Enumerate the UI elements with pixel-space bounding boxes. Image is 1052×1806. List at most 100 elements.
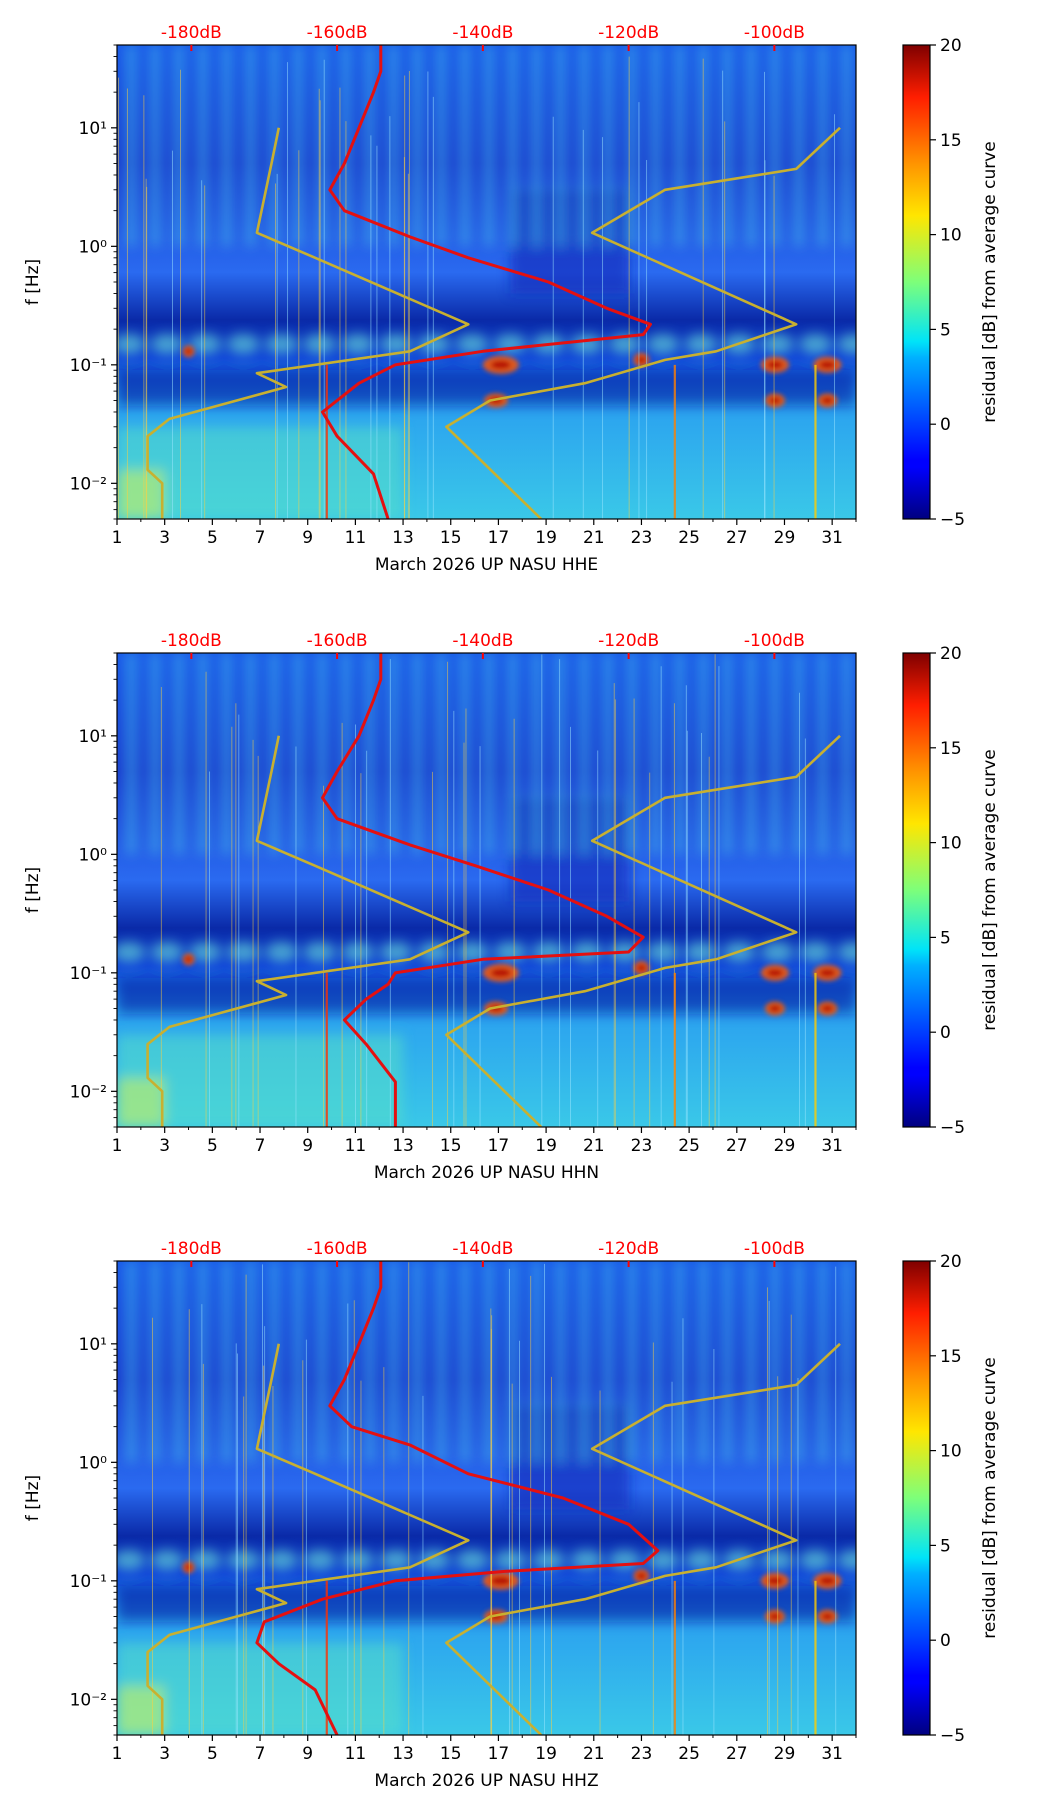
- daily-streak: [388, 653, 399, 855]
- daily-streak: [436, 45, 447, 247]
- daily-streak: [460, 653, 471, 855]
- x-tick-label: 1: [112, 1136, 123, 1156]
- microseism-blob: [117, 941, 145, 962]
- colorbar-tick-label: −5: [940, 510, 965, 530]
- db-tick-label: -100dB: [744, 23, 805, 43]
- db-tick-label: -140dB: [452, 631, 513, 651]
- daily-streak: [674, 653, 685, 855]
- daily-streak: [841, 653, 852, 855]
- daily-streak: [603, 1261, 614, 1463]
- storm-event-core: [637, 964, 646, 972]
- daily-streak: [674, 1261, 685, 1463]
- series-line: [445, 1342, 841, 1735]
- daily-streak: [364, 45, 375, 247]
- storm-event-core: [821, 1005, 833, 1012]
- microseism-blob: [570, 941, 603, 962]
- daily-streak: [793, 653, 804, 855]
- y-tick-label: 10⁻¹: [70, 356, 107, 376]
- transient-lines: [118, 56, 836, 519]
- microseism-blob: [685, 333, 718, 354]
- daily-streak: [317, 45, 328, 247]
- y-tick-label: 10⁻¹: [70, 1572, 107, 1592]
- db-tick-label: -140dB: [452, 1239, 513, 1259]
- daily-streak: [197, 1261, 208, 1463]
- storm-event-core: [769, 397, 781, 404]
- daily-streak: [531, 653, 542, 855]
- y-tick-label: 10⁻²: [70, 474, 107, 494]
- microseism-blob: [456, 333, 489, 354]
- colorbar-label: residual [dB] from average curve: [980, 1357, 1000, 1638]
- daily-streak: [579, 1261, 590, 1463]
- y-tick-label: 10⁰: [79, 845, 108, 865]
- microseism-blob: [570, 333, 603, 354]
- storm-event-core: [490, 360, 511, 369]
- daily-streak: [364, 653, 375, 855]
- daily-streak: [197, 653, 208, 855]
- colorbar: [902, 44, 931, 520]
- x-tick-label: 19: [535, 1744, 557, 1764]
- microseism-blob: [379, 1549, 412, 1570]
- x-tick-label: 9: [302, 528, 313, 548]
- colorbar-tick-label: 0: [940, 415, 951, 435]
- daily-streak: [150, 1261, 161, 1463]
- daily-streak: [388, 45, 399, 247]
- daily-streak: [722, 1261, 733, 1463]
- x-tick-label: 21: [583, 528, 605, 548]
- y-tick-label: 10⁻¹: [70, 964, 107, 984]
- daily-streak: [555, 653, 566, 855]
- daily-streak: [388, 1261, 399, 1463]
- colorbar-tick-label: 15: [940, 1347, 962, 1367]
- daily-streak: [793, 1261, 804, 1463]
- storm-event-core: [185, 1564, 192, 1571]
- x-tick-label: 17: [488, 1744, 510, 1764]
- daily-streak: [722, 653, 733, 855]
- microseism-blob: [303, 1549, 336, 1570]
- x-tick-label: 29: [774, 528, 796, 548]
- daily-streak: [698, 653, 709, 855]
- colorbar-label: residual [dB] from average curve: [980, 141, 1000, 422]
- daily-streak: [245, 45, 256, 247]
- x-tick-label: 5: [207, 1136, 218, 1156]
- db-tick-label: -120dB: [598, 631, 659, 651]
- daily-streak: [841, 45, 852, 247]
- y-axis-label: f [Hz]: [23, 867, 43, 913]
- daily-streak: [722, 45, 733, 247]
- daily-streak: [436, 1261, 447, 1463]
- y-tick-label: 10¹: [79, 119, 107, 139]
- db-tick-label: -120dB: [598, 23, 659, 43]
- storm-events: [182, 953, 842, 1016]
- x-tick-label: 3: [159, 1744, 170, 1764]
- daily-streak: [150, 45, 161, 247]
- daily-streak: [483, 1261, 494, 1463]
- storm-event-core: [637, 1572, 646, 1580]
- storm-event-core: [767, 361, 783, 369]
- x-tick-label: 19: [535, 1136, 557, 1156]
- x-tick-label: 15: [440, 1744, 462, 1764]
- daily-streak: [340, 1261, 351, 1463]
- daily-streak: [698, 1261, 709, 1463]
- x-axis-label: March 2026 UP NASU HHE: [375, 555, 598, 575]
- x-tick-label: 31: [821, 1744, 843, 1764]
- spectrogram: [117, 45, 856, 519]
- x-tick-label: 5: [207, 1744, 218, 1764]
- x-tick-label: 23: [631, 528, 653, 548]
- daily-streak: [412, 653, 423, 855]
- microseism-blob: [151, 1549, 184, 1570]
- microseism-blob: [532, 1549, 565, 1570]
- x-tick-label: 23: [631, 1744, 653, 1764]
- storm-events: [182, 345, 842, 408]
- storm-event-core: [637, 356, 646, 364]
- colorbar-tick-label: 15: [940, 739, 962, 759]
- x-tick-label: 3: [159, 1136, 170, 1156]
- colorbar: [902, 652, 931, 1128]
- x-axis-label: March 2026 UP NASU HHN: [374, 1163, 599, 1183]
- microseism-blob: [799, 1549, 832, 1570]
- x-tick-label: 11: [345, 528, 367, 548]
- microseism-blob: [837, 1549, 856, 1570]
- x-tick-label: 19: [535, 528, 557, 548]
- x-tick-label: 13: [392, 528, 414, 548]
- x-tick-label: 27: [726, 1744, 748, 1764]
- daily-streak: [221, 653, 232, 855]
